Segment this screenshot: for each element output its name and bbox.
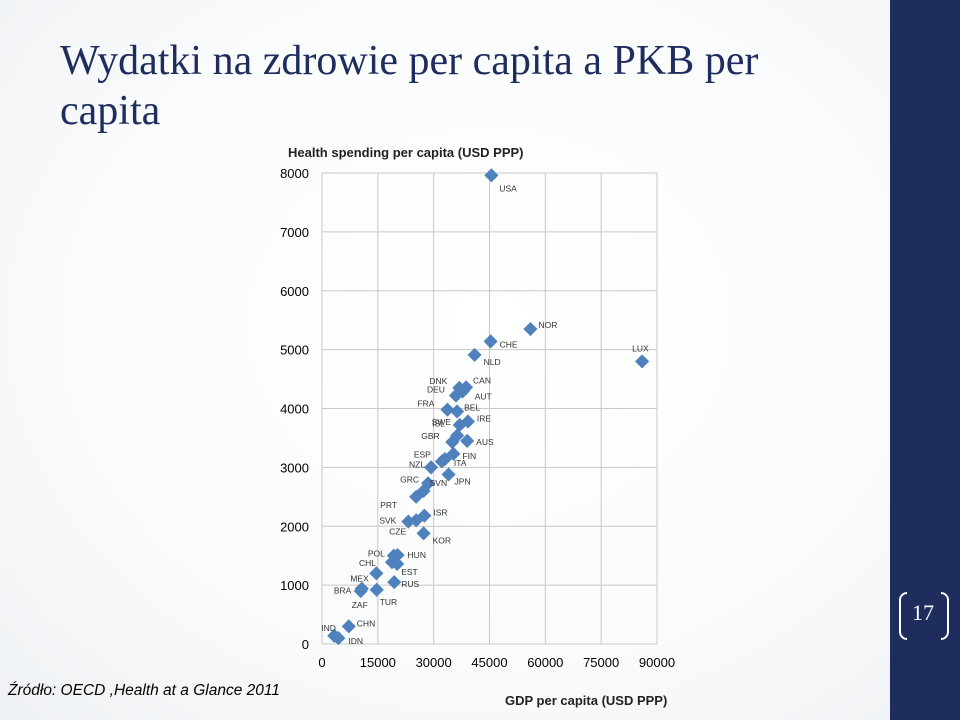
point-label-usa: USA [499,183,517,193]
data-point-bel [450,404,465,419]
scatter-chart: 0 15000 30000 45000 60000 75000 90000 0 1000 2000… [280,145,675,708]
data-point-nzl [423,460,439,475]
data-point-swe [452,417,467,433]
data-point-nor [523,321,538,337]
y-tick-label: 4000 [280,402,309,417]
slide-number: 17 [912,600,934,625]
point-label-mex: MEX [350,573,369,583]
x-tick-label: 0 [318,655,325,670]
y-tick-label: 2000 [280,519,309,534]
point-label-aut: AUT [475,391,492,401]
data-point-prt [409,489,424,504]
data-point-gbr [445,434,460,450]
point-label-nzl: NZL [409,459,425,469]
point-label-svn: SVN [430,478,447,488]
x-tick-label: 60000 [527,655,563,670]
point-label-bel: BEL [464,402,480,412]
point-label-chn: CHN [357,618,375,628]
data-point-chn [341,619,356,634]
data-point-tur [369,582,384,597]
point-label-bra: BRA [334,586,352,596]
point-label-esp: ESP [414,449,431,459]
point-label-ita: ITA [454,458,467,468]
x-axis-title: GDP per capita (USD PPP) [505,693,667,708]
point-label-nor: NOR [538,320,557,330]
data-point-fra [440,402,455,417]
point-label-pol: POL [368,549,385,559]
point-label-swe: SWE [432,417,452,427]
point-label-dnk: DNK [429,376,447,386]
point-label-idn: IDN [348,636,363,646]
data-point-mex [369,566,384,581]
point-label-chl: CHL [359,558,376,568]
data-point-rus [387,575,402,590]
data-point-che [483,334,498,349]
point-label-jpn: JPN [455,476,471,486]
data-point-kor [416,526,431,541]
y-tick-label: 3000 [280,460,309,475]
data-point-cze [409,513,424,528]
data-point-nld [467,347,482,362]
point-label-nld: NLD [484,357,501,367]
bracket-left-icon [899,592,907,640]
slide-background [0,0,890,720]
point-label-svk: SVK [379,516,396,526]
data-point-lux [635,354,650,369]
point-label-grc: GRC [400,474,419,484]
point-label-can: CAN [473,375,491,385]
point-label-ind: IND [321,623,336,633]
point-label-deu: DEU [427,385,445,395]
point-label-ire: IRE [477,413,492,423]
point-label-fin: FIN [462,451,476,461]
point-label-che: CHE [500,339,518,349]
point-label-isr: ISR [433,508,447,518]
x-tick-label: 15000 [360,655,396,670]
y-tick-label: 7000 [280,225,309,240]
data-point-usa [484,168,499,183]
point-label-isl: ISL [432,419,445,429]
point-label-lux: LUX [632,343,649,353]
point-label-aus: AUS [476,437,494,447]
slide-title: Wydatki na zdrowie per capita a PKB per … [60,38,759,134]
point-label-rus: RUS [401,579,419,589]
point-label-kor: KOR [433,535,451,545]
data-point-deu [448,388,464,403]
y-tick-label: 0 [302,637,309,652]
point-label-hun: HUN [408,550,426,560]
bracket-right-icon [941,592,949,640]
data-point-jpn [441,467,456,482]
point-label-gbr: GBR [421,431,439,441]
y-tick-label: 6000 [280,284,309,299]
y-axis-title: Health spending per capita (USD PPP) [288,145,524,160]
data-point-idn [331,631,346,646]
y-tick-label: 5000 [280,343,309,358]
y-tick-label: 8000 [280,166,309,181]
x-tick-label: 75000 [583,655,619,670]
y-tick-label: 1000 [280,578,309,593]
x-tick-label: 30000 [416,655,452,670]
point-label-est: EST [401,567,418,577]
data-point-aus [460,433,475,448]
point-label-prt: PRT [380,500,397,510]
point-label-fra: FRA [417,399,434,409]
point-label-cze: CZE [389,526,406,536]
chart-ticks: 0 15000 30000 45000 60000 75000 90000 0 1000 2000… [280,166,675,670]
data-point-ita [437,452,452,467]
x-tick-label: 90000 [639,655,675,670]
source-note: Źródło: OECD ,Health at a Glance 2011 [8,682,280,699]
point-label-zaf: ZAF [352,600,368,610]
data-point-zaf [353,583,368,599]
point-label-tur: TUR [380,597,397,607]
x-tick-label: 45000 [471,655,507,670]
data-point-est [390,556,405,572]
